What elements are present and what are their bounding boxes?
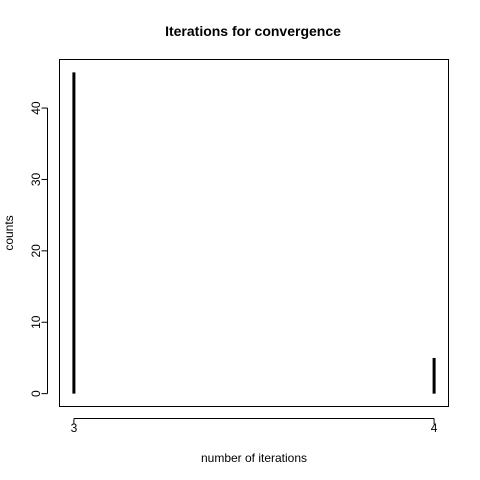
x-tick-label: 4	[431, 421, 438, 435]
y-tick-label: 10	[29, 315, 43, 329]
y-axis: 0 10 20 30 40	[29, 101, 48, 397]
x-axis-label: number of iterations	[201, 451, 307, 465]
bars	[72, 72, 436, 394]
chart-title: Iterations for convergence	[165, 23, 341, 39]
y-axis-label: counts	[2, 215, 16, 250]
y-tick-label: 40	[29, 101, 43, 115]
y-tick-label: 20	[29, 244, 43, 258]
y-tick-label: 30	[29, 172, 43, 186]
y-tick-label: 0	[29, 390, 43, 397]
x-tick-label: 3	[71, 421, 78, 435]
plot-frame	[59, 59, 449, 407]
